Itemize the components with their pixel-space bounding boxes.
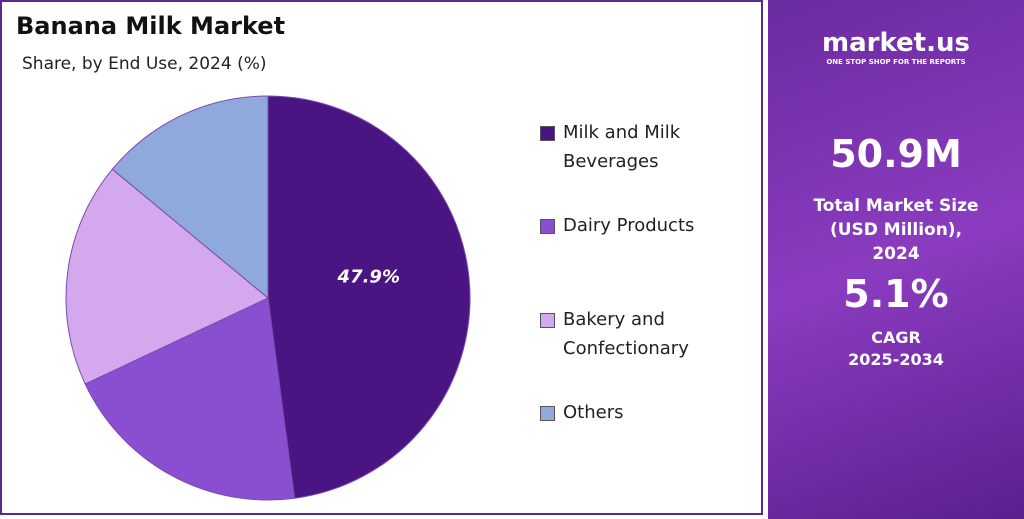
legend-item: Others [540, 398, 710, 427]
legend-swatch [540, 126, 555, 141]
legend-label: Milk and Milk Beverages [563, 122, 681, 172]
market-size-label: Total Market Size (USD Million), 2024 [813, 196, 979, 264]
legend-item: Milk and Milk Beverages [540, 118, 710, 176]
cagr-label: CAGR [871, 328, 921, 347]
legend-swatch [540, 219, 555, 234]
tagline: ONE STOP SHOP FOR THE REPORTS [826, 58, 966, 66]
market-size: 50.9M [830, 132, 962, 176]
legend-label: Others [563, 402, 624, 423]
pie-slice [111, 95, 269, 300]
cagr: 5.1% [843, 272, 949, 316]
pie-slice [65, 168, 269, 385]
legend-swatch [540, 313, 555, 328]
legend-label: Dairy Products [563, 215, 695, 236]
logo: market.us [822, 28, 970, 58]
legend-item: Bakery and Confectionary [540, 305, 710, 363]
data-label: 47.9% [337, 266, 400, 287]
cagr-period: 2025-2034 [848, 350, 944, 369]
pie-slice [84, 297, 296, 501]
info-panel: market.us ONE STOP SHOP FOR THE REPORTS … [768, 0, 1024, 519]
chart-title: Banana Milk Market [16, 12, 286, 40]
pie-chart: 47.9% [65, 95, 471, 501]
chart-area: Banana Milk Market Share, by End Use, 20… [0, 0, 763, 515]
pie-slice [267, 95, 471, 499]
legend-label: Bakery and Confectionary [563, 309, 689, 359]
legend-swatch [540, 406, 555, 421]
chart-subtitle: Share, by End Use, 2024 (%) [22, 54, 267, 74]
legend-item: Dairy Products [540, 211, 710, 240]
